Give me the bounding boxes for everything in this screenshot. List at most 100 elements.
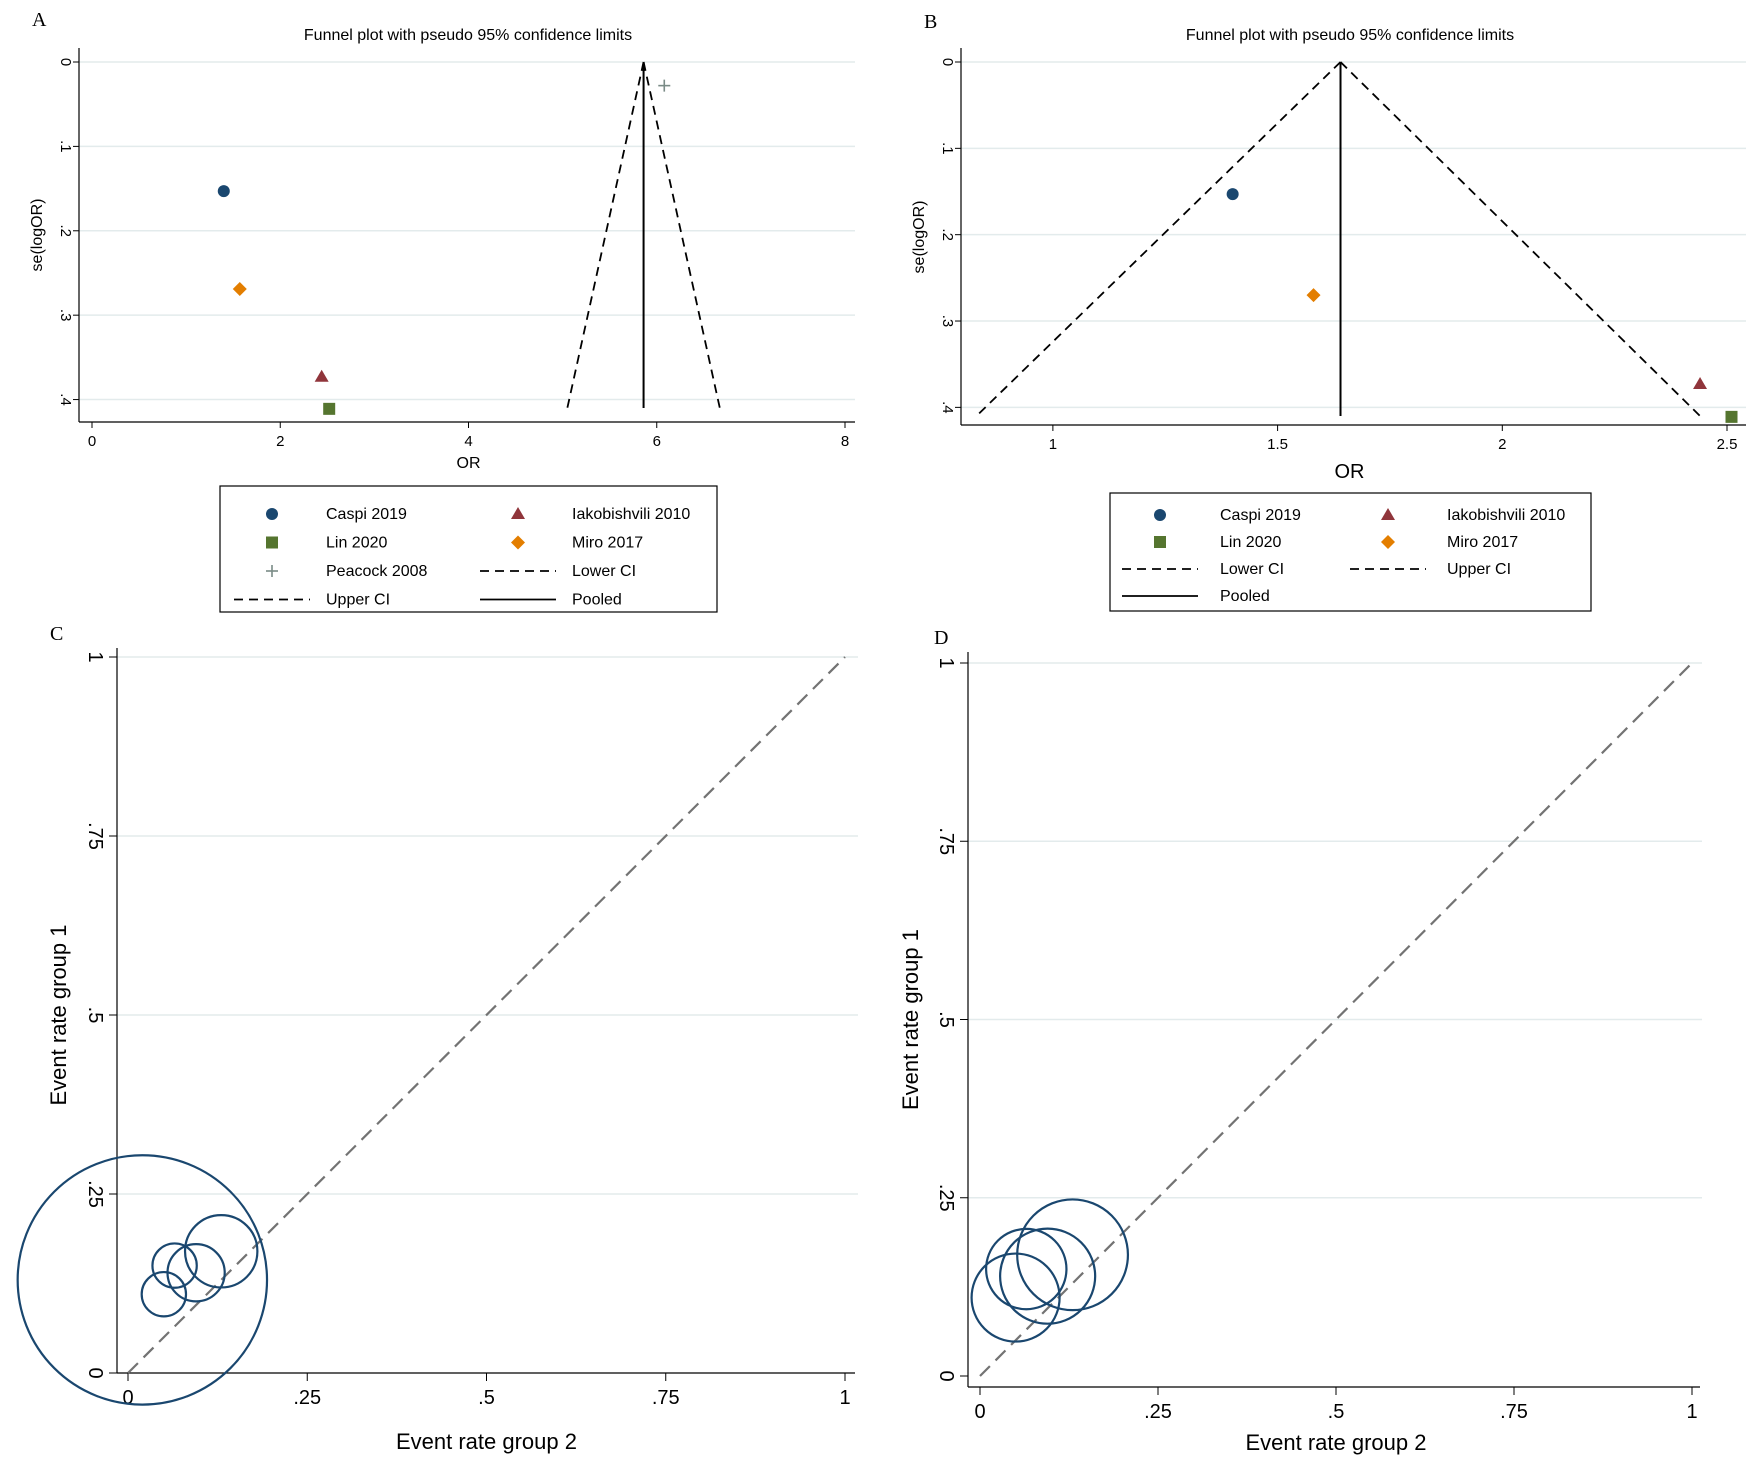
legend-caspi-2019-symbol (266, 508, 278, 520)
panel-c: C 0 .25 .5 .75 1 0 .25 .5 .75 1 Event rate group 2 E… (16, 623, 858, 1454)
x-tick-label: 0 (974, 1401, 985, 1423)
study-bubble (16, 1154, 269, 1406)
y-axis-label: Event rate group 1 (46, 924, 71, 1105)
y-tick-label: .25 (935, 1184, 957, 1212)
upper-ci-line (1339, 61, 1701, 417)
y-tick-label: .3 (57, 309, 74, 322)
legend-box (1109, 492, 1592, 612)
legend-peacock-2008-label: Peacock 2008 (326, 563, 428, 580)
legend-iakobishvili-2010-symbol (511, 507, 525, 519)
y-tick-label: 0 (57, 58, 74, 66)
point-miro-2017 (232, 282, 247, 297)
x-tick-label: .5 (1328, 1401, 1345, 1423)
legend-upper-ci-label: Upper CI (1447, 561, 1511, 578)
x-tick-label: .75 (652, 1387, 680, 1409)
y-tick-label: .4 (939, 401, 956, 414)
legend-pooled-label: Pooled (1220, 588, 1270, 605)
legend-lin-2020-symbol (1154, 536, 1166, 548)
x-tick-label: .75 (1500, 1401, 1528, 1423)
study-bubble (970, 1252, 1061, 1343)
y-tick-label: .5 (84, 1007, 106, 1024)
study-bubble (1016, 1198, 1130, 1312)
legend-miro-2017-label: Miro 2017 (572, 535, 643, 552)
reference-line (127, 656, 846, 1374)
x-tick-label: 1.5 (1267, 436, 1288, 453)
legend-iakobishvili-2010-label: Iakobishvili 2010 (572, 506, 690, 523)
y-tick-label: .75 (84, 822, 106, 850)
study-bubble (151, 1242, 198, 1289)
point-caspi-2019 (217, 185, 230, 198)
panel-a: A Funnel plot with pseudo 95% confidence … (29, 9, 855, 613)
legend-miro-2017-symbol (511, 535, 525, 550)
study-bubble (999, 1227, 1097, 1325)
y-tick-label: .75 (935, 827, 957, 855)
legend-lin-2020-label: Lin 2020 (326, 535, 387, 552)
x-tick-label: .25 (293, 1387, 321, 1409)
x-tick-label: 0 (122, 1387, 133, 1409)
legend-upper-ci-label: Upper CI (326, 592, 390, 609)
chart-title: Funnel plot with pseudo 95% confidence l… (304, 27, 632, 44)
legend-miro-2017-label: Miro 2017 (1447, 534, 1518, 551)
y-tick-label: .1 (57, 140, 74, 153)
legend-iakobishvili-2010-symbol (1381, 508, 1395, 520)
legend-lin-2020-symbol (266, 536, 278, 549)
legend-pooled-label: Pooled (572, 592, 622, 609)
point-lin-2020 (323, 402, 336, 415)
chart-title: Funnel plot with pseudo 95% confidence l… (1186, 27, 1514, 44)
x-tick-label: 1 (839, 1387, 850, 1409)
x-tick-label: 2 (1498, 436, 1506, 453)
legend-lin-2020-label: Lin 2020 (1220, 534, 1281, 551)
panel-d: D 0 .25 .5 .75 1 0 .25 .5 .75 1 Event rate group 2 E… (898, 627, 1702, 1455)
y-tick-label: .3 (939, 315, 956, 328)
y-tick-label: .2 (57, 225, 74, 238)
x-tick-label: 8 (841, 433, 849, 450)
legend-caspi-2019-label: Caspi 2019 (326, 506, 407, 523)
point-lin-2020 (1725, 410, 1738, 423)
y-axis-label: se(logOR) (911, 201, 928, 274)
panel-letter-b: B (924, 11, 937, 33)
x-tick-label: 2.5 (1717, 436, 1738, 453)
x-axis-label: OR (1335, 461, 1365, 483)
y-tick-label: 1 (84, 651, 106, 662)
x-tick-label: .5 (478, 1387, 495, 1409)
x-tick-label: 6 (653, 433, 661, 450)
x-tick-label: 4 (464, 433, 472, 450)
y-tick-label: .2 (939, 228, 956, 241)
legend-miro-2017-symbol (1381, 535, 1395, 549)
x-axis-label: OR (457, 455, 481, 472)
legend-lower-ci-label: Lower CI (572, 563, 636, 580)
reference-line (979, 662, 1693, 1377)
y-tick-label: .25 (84, 1180, 106, 1208)
x-tick-label: .25 (1144, 1401, 1172, 1423)
point-iakobishvili-2010 (314, 369, 329, 382)
lower-ci-line (566, 61, 645, 409)
y-tick-label: 0 (84, 1367, 106, 1378)
x-tick-label: 1 (1686, 1401, 1697, 1423)
x-axis-label: Event rate group 2 (1245, 1430, 1426, 1455)
x-axis-label: Event rate group 2 (396, 1429, 577, 1454)
y-tick-label: 1 (935, 657, 957, 668)
legend-iakobishvili-2010-label: Iakobishvili 2010 (1447, 507, 1565, 524)
point-caspi-2019 (1226, 188, 1239, 201)
x-tick-label: 0 (88, 433, 96, 450)
y-axis-label: se(logOR) (29, 199, 46, 272)
lower-ci-line (975, 61, 1342, 417)
point-iakobishvili-2010 (1693, 377, 1708, 390)
legend-box (219, 485, 718, 613)
legend-lower-ci-label: Lower CI (1220, 561, 1284, 578)
panel-letter-a: A (32, 9, 47, 31)
y-tick-label: .1 (939, 142, 956, 155)
x-tick-label: 1 (1049, 436, 1057, 453)
study-bubble (183, 1213, 259, 1289)
study-bubble (166, 1243, 226, 1303)
panel-letter-c: C (50, 623, 63, 645)
point-miro-2017 (1306, 288, 1321, 303)
y-tick-label: 0 (939, 58, 956, 66)
y-tick-label: 0 (935, 1370, 957, 1381)
panel-b: B Funnel plot with pseudo 95% confidence … (911, 11, 1746, 612)
y-tick-label: .5 (935, 1011, 957, 1028)
y-axis-label: Event rate group 1 (898, 929, 923, 1110)
study-bubble (140, 1270, 188, 1318)
